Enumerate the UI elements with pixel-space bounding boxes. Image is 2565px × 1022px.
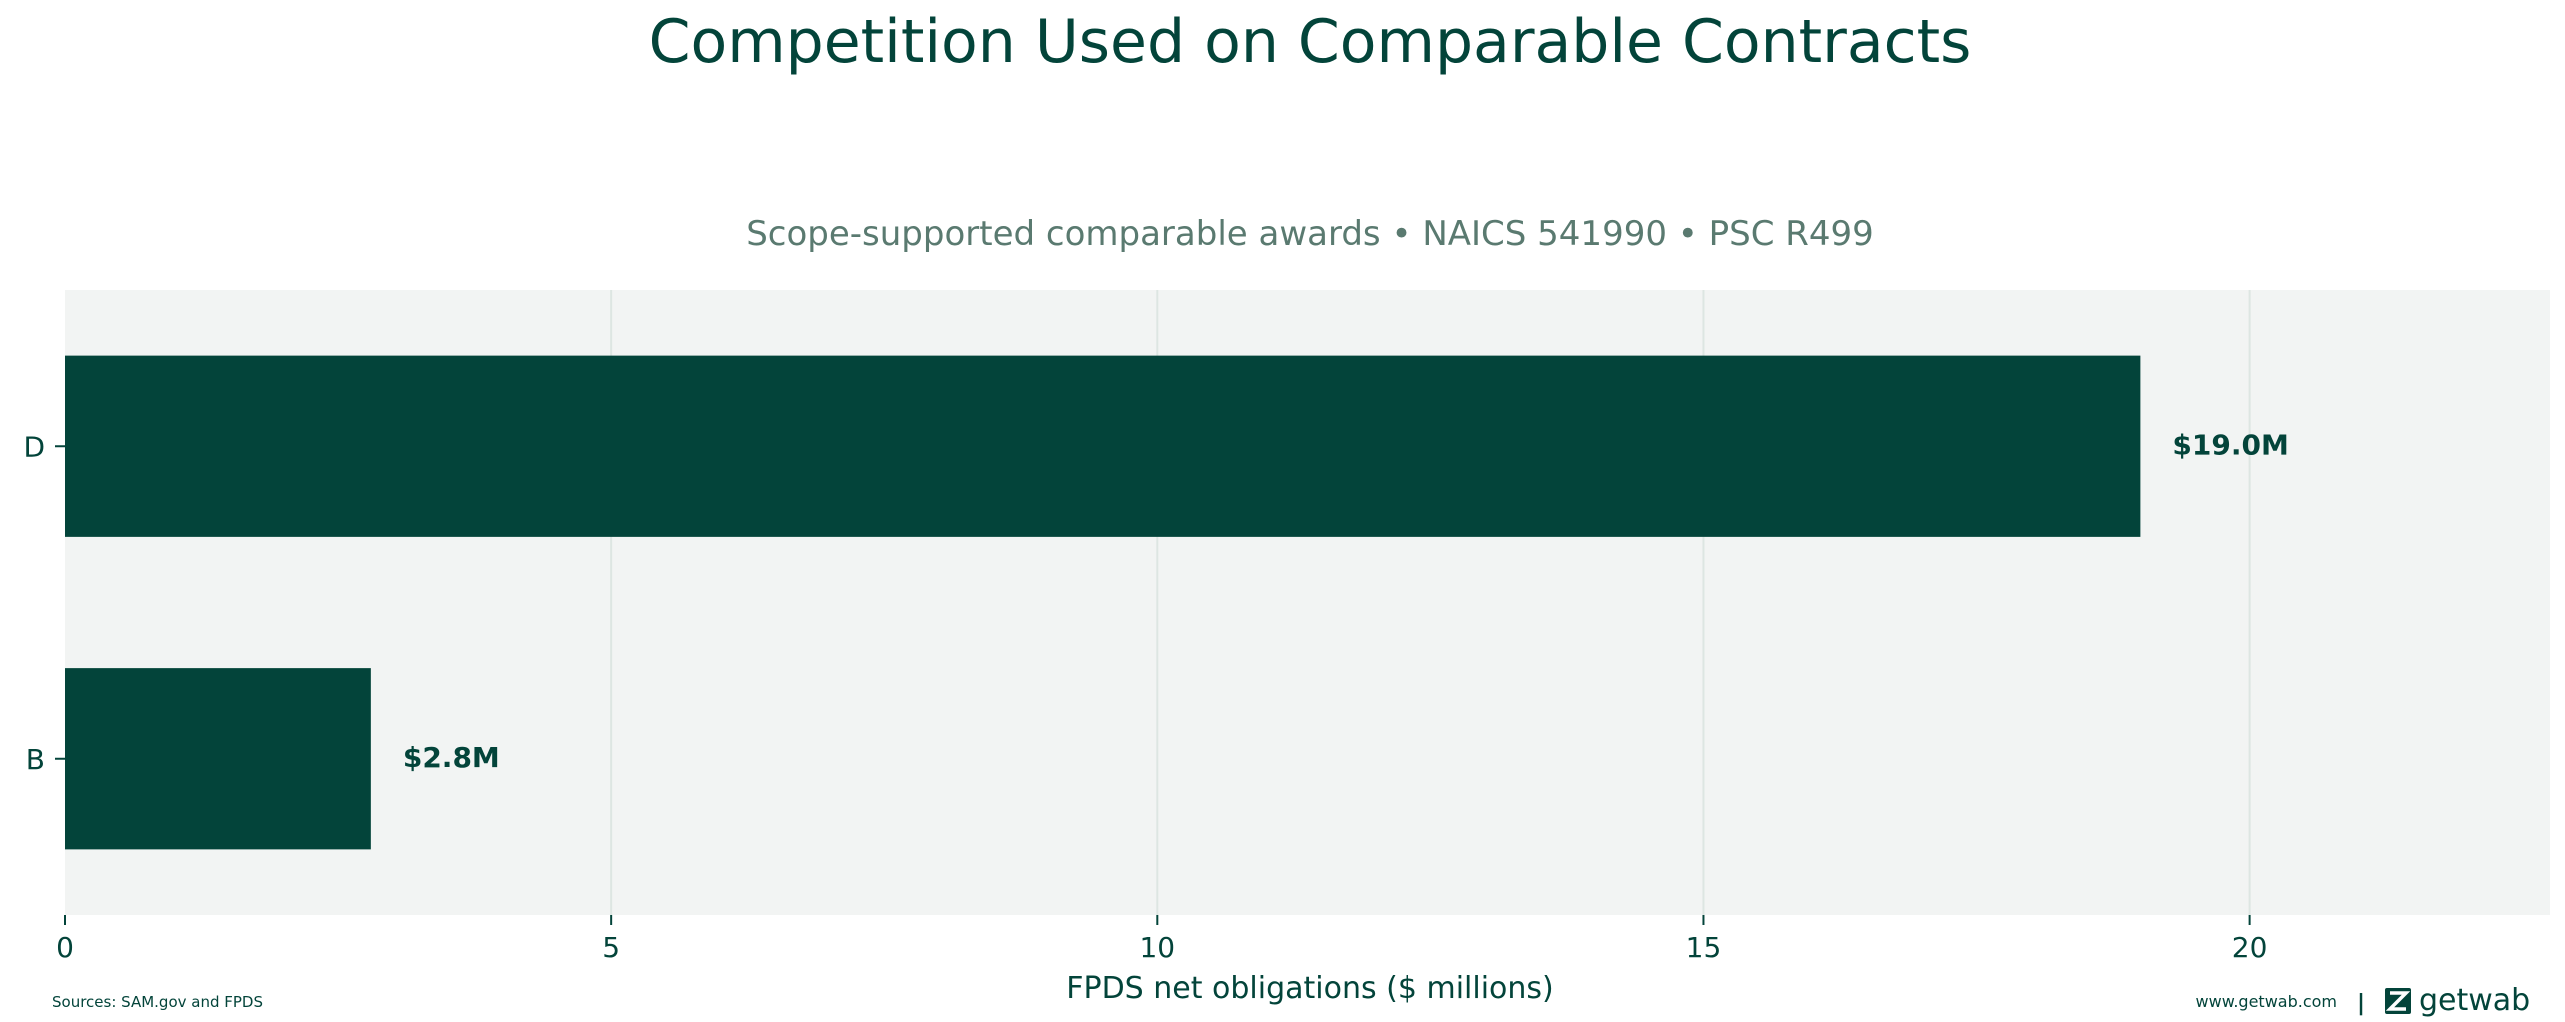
website-link[interactable]: www.getwab.com xyxy=(2196,992,2337,1011)
bar-value-label: $19.0M xyxy=(2172,428,2288,461)
bars: $19.0M $2.8M xyxy=(65,355,2289,850)
bar xyxy=(65,668,371,850)
chart-title: Competition Used on Comparable Contracts xyxy=(649,7,1972,77)
bar-value-label: $2.8M xyxy=(403,741,500,774)
x-tick-label: 0 xyxy=(56,931,74,964)
brand-logo-text: getwab xyxy=(2419,983,2530,1018)
x-tick-label: 10 xyxy=(1139,931,1175,964)
y-tick-label: B xyxy=(26,743,45,776)
x-tick-label: 15 xyxy=(1686,931,1722,964)
brand-logo-icon xyxy=(2385,988,2411,1014)
y-tick-label: D xyxy=(23,430,45,463)
sources-note: Sources: SAM.gov and FPDS xyxy=(52,993,263,1011)
footer-separator: | xyxy=(2357,991,2365,1016)
x-axis-label: FPDS net obligations ($ millions) xyxy=(1066,971,1554,1006)
axes: 0 5 10 15 20 D B xyxy=(23,430,2267,964)
chart-subtitle: Scope-supported comparable awards • NAIC… xyxy=(746,214,1874,254)
x-tick-label: 20 xyxy=(2232,931,2268,964)
bar xyxy=(65,355,2141,537)
brand-logo[interactable]: getwab xyxy=(2385,983,2530,1018)
x-tick-label: 5 xyxy=(602,931,620,964)
